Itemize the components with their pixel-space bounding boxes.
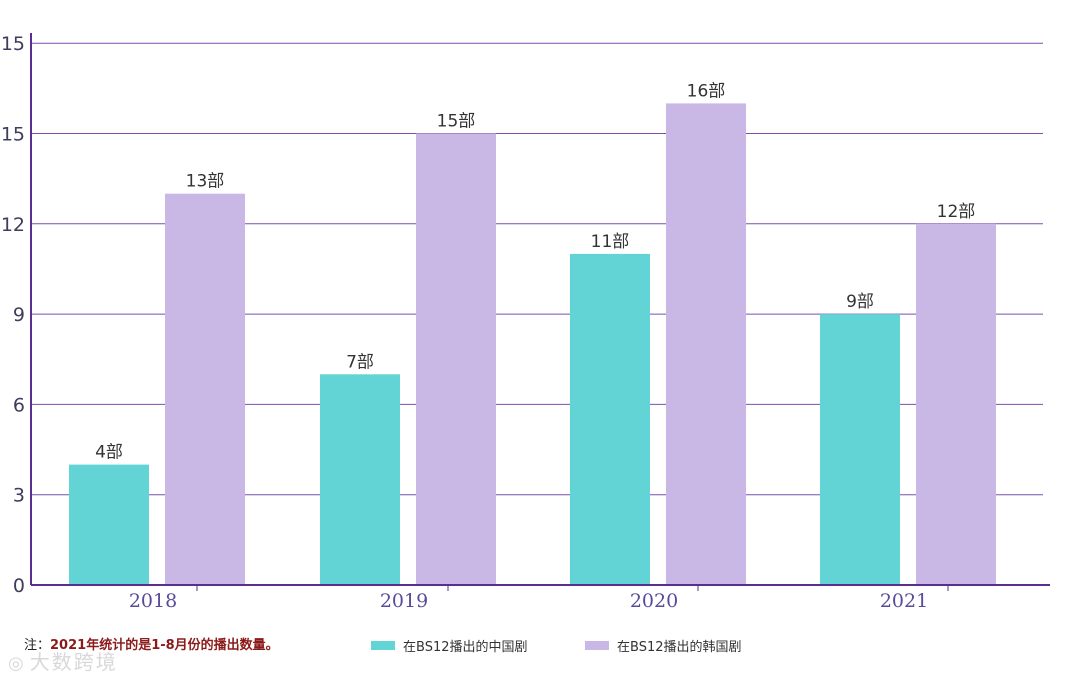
data-label: 11部 [591,232,630,252]
bar-2018-series-0 [69,464,149,585]
data-label: 13部 [186,172,225,192]
data-labels: 4部 13部 7部 15部 11部 16部 9部 12部 [95,81,975,462]
axes: 0 3 6 9 12 15 15 2018 2019 2020 2021 [1,33,1050,612]
y-tick-label: 15 [1,33,25,55]
bar-2019-series-0 [320,374,400,585]
bar-2020-series-0 [570,253,650,585]
bar-2021-series-1 [916,223,996,586]
y-tick-label: 9 [13,304,25,326]
bars [69,103,996,586]
footnote-prefix: 注： [24,638,51,653]
x-tick-label: 2020 [630,590,678,612]
y-tick-label: 12 [1,214,25,236]
y-tick-label: 3 [13,485,25,507]
legend-swatch-china [371,641,395,650]
bar-2021-series-0 [820,314,900,585]
x-tick-label: 2021 [880,590,928,612]
legend-label-china: 在BS12播出的中国剧 [403,640,528,655]
legend-swatch-korea [585,641,609,650]
x-tick-label: 2018 [129,590,177,612]
data-label: 12部 [937,202,976,222]
y-tick-label: 0 [13,575,25,597]
legend-label-korea: 在BS12播出的韩国剧 [617,640,742,655]
camera-icon: ◎ [8,653,26,674]
bar-2020-series-1 [666,103,746,586]
legend-item-korea: 在BS12播出的韩国剧 [585,636,741,655]
data-label: 16部 [687,81,726,101]
bar-2019-series-1 [416,133,496,585]
footnote: 注：2021年统计的是1-8月份的播出数量。 [24,634,279,653]
watermark: ◎ 大数跨境 [8,646,118,675]
watermark-text: 大数跨境 [29,650,118,674]
bar-chart: 4部 13部 7部 15部 11部 16部 9部 12部 0 3 6 9 12 15 15 2018 2019… [1,33,1050,612]
data-label: 15部 [437,112,476,132]
y-tick-label: 15 [1,124,25,146]
bar-2018-series-1 [165,193,245,585]
legend-item-china: 在BS12播出的中国剧 [371,636,527,655]
x-tick-label: 2019 [380,590,428,612]
footnote-text: 2021年统计的是1-8月份的播出数量。 [50,638,279,653]
y-tick-label: 6 [13,394,25,416]
data-label: 4部 [95,443,123,463]
data-label: 7部 [346,352,374,372]
data-label: 9部 [846,292,874,312]
